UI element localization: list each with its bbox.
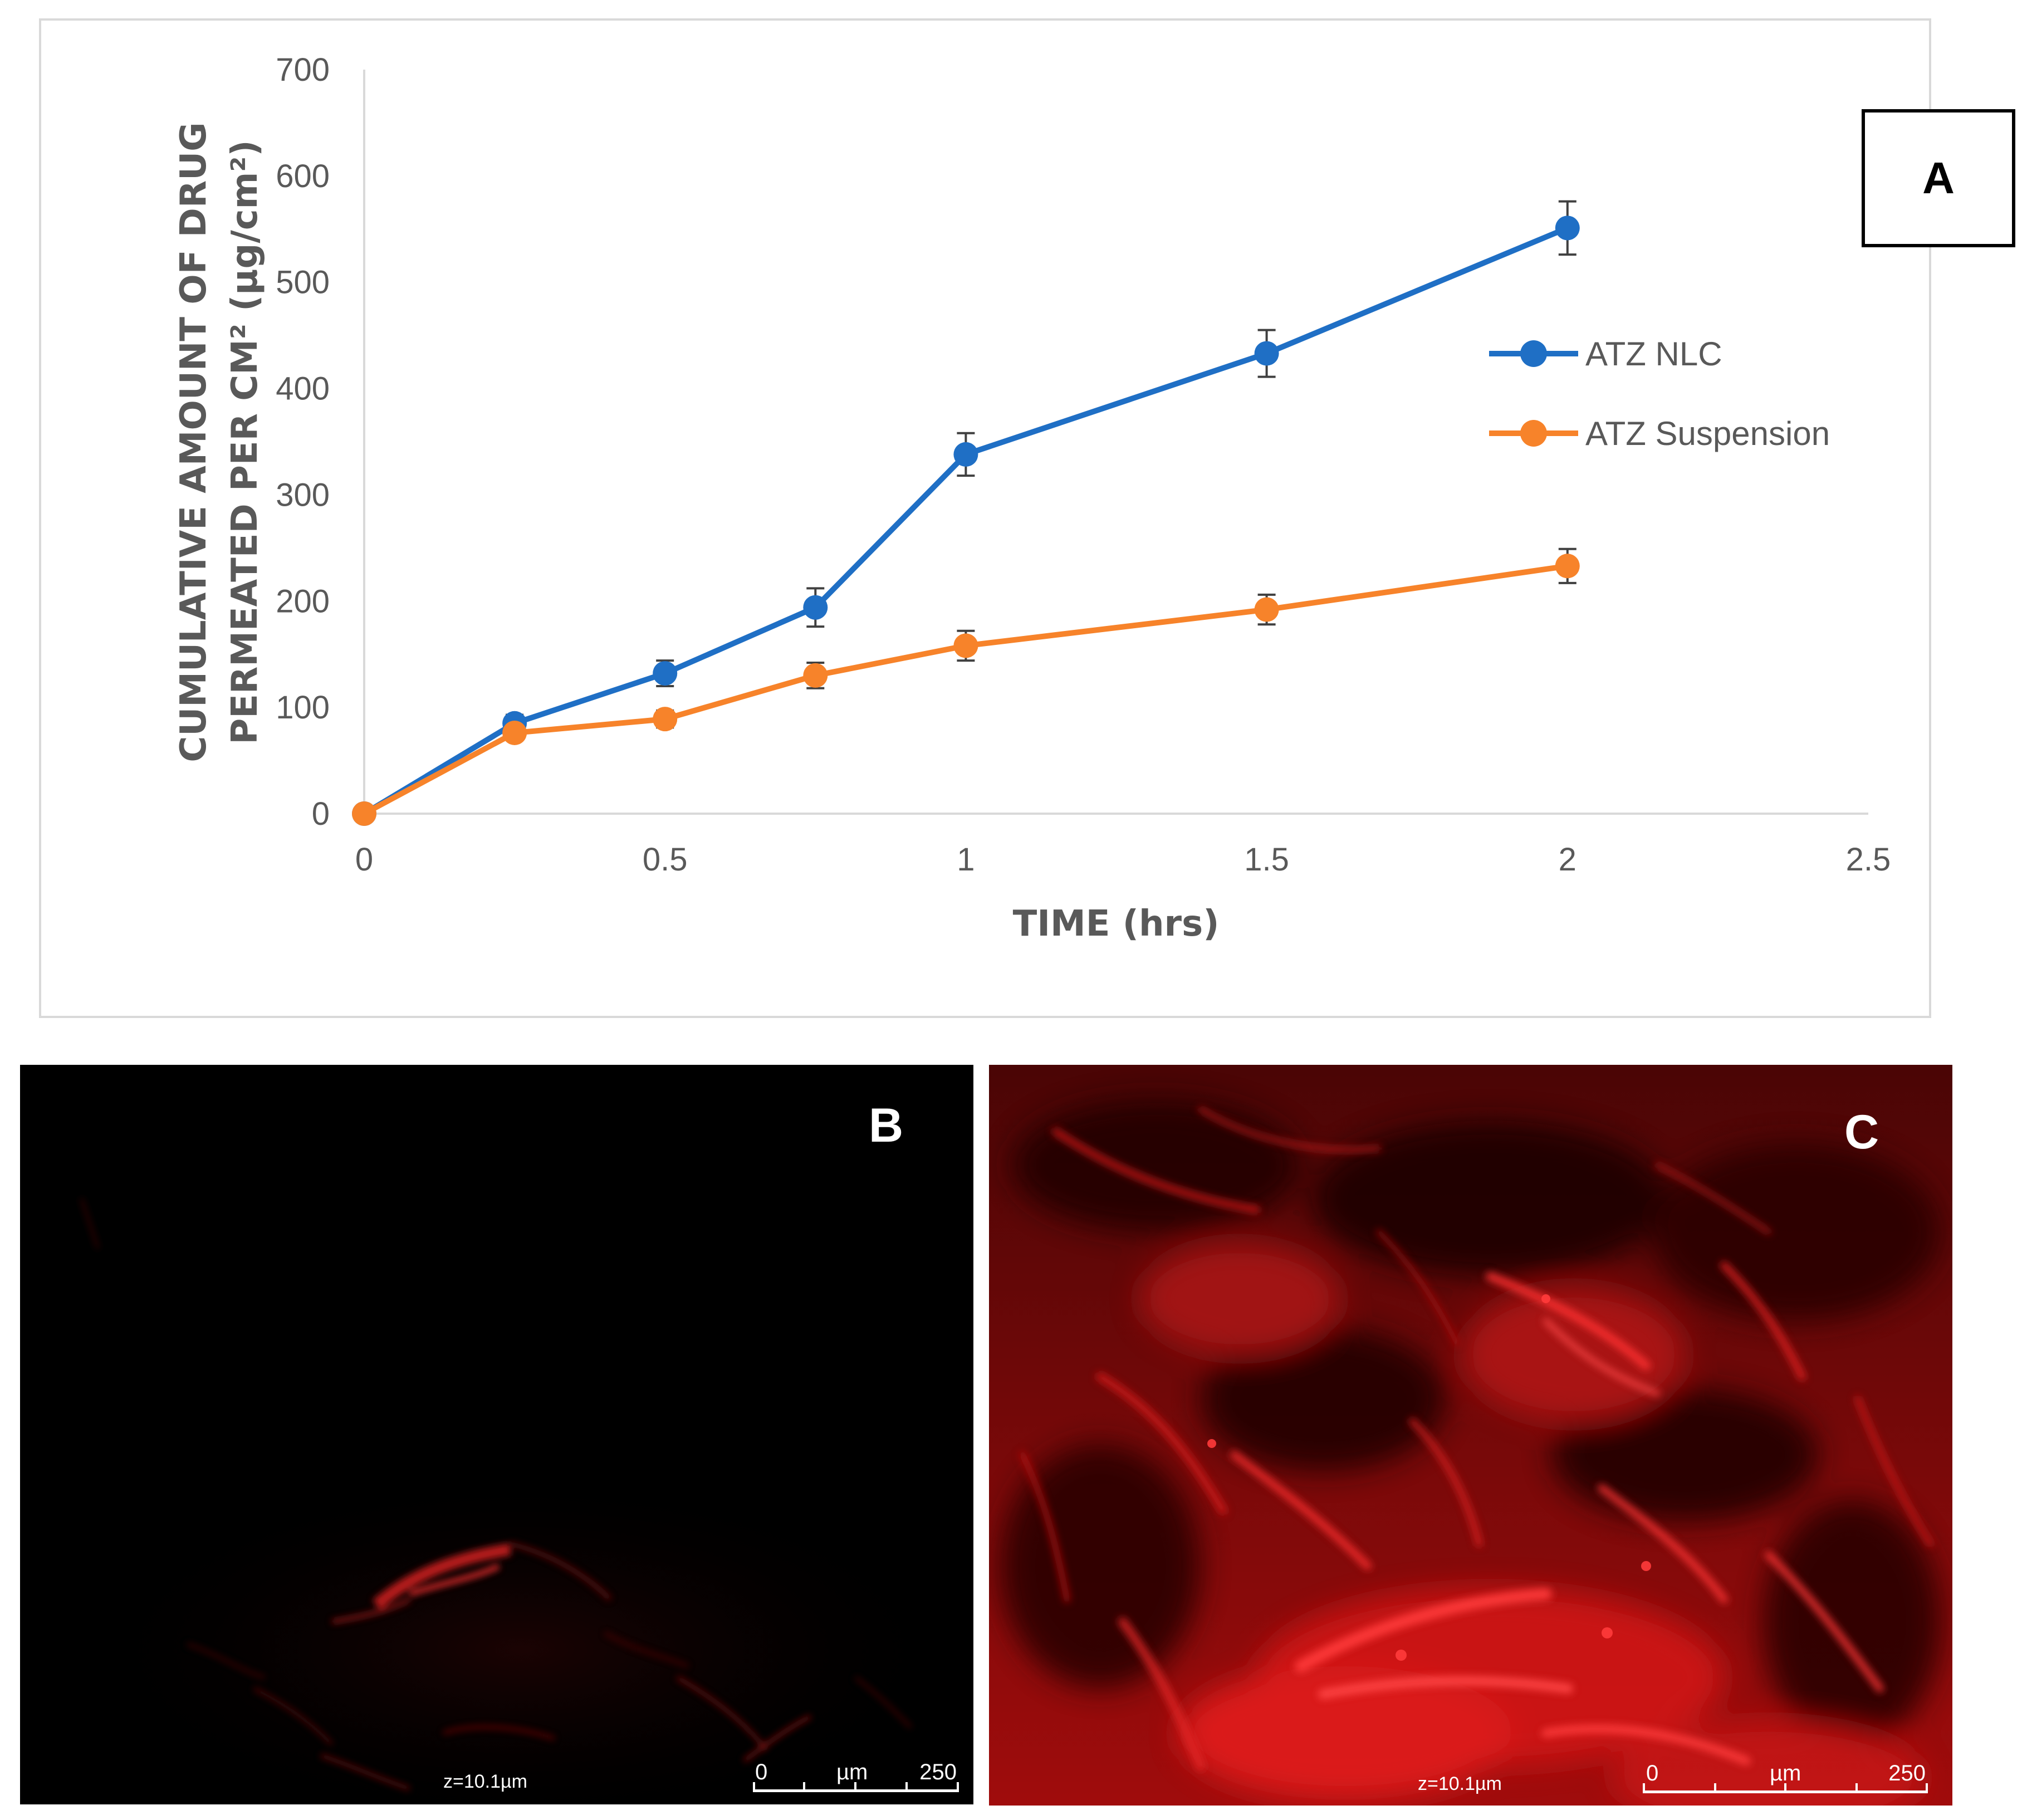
data-point bbox=[953, 633, 978, 658]
micrograph-c-scale-bar: 0 µm 250 bbox=[1643, 1761, 1928, 1798]
scale-bar-tick bbox=[957, 1782, 959, 1792]
x-tick-label: 2.5 bbox=[1846, 841, 1891, 878]
scale-bar-tick bbox=[1714, 1783, 1716, 1793]
y-tick-label: 200 bbox=[276, 583, 330, 619]
x-tick-label: 1 bbox=[957, 841, 975, 878]
scale-bar-tick bbox=[854, 1782, 856, 1792]
data-point bbox=[953, 442, 978, 467]
scale-bar-tick bbox=[1643, 1783, 1645, 1793]
x-tick-label: 0 bbox=[355, 841, 373, 878]
series-layer bbox=[352, 200, 1580, 826]
micrograph-b: B z=10.1µm 0 µm 250 bbox=[20, 1065, 973, 1804]
x-tick-label: 1.5 bbox=[1244, 841, 1289, 878]
scale-bar-tick bbox=[1926, 1783, 1928, 1793]
x-tick-label: 2 bbox=[1559, 841, 1576, 878]
y-tick-label: 400 bbox=[276, 371, 330, 407]
scale-bar-tick bbox=[1784, 1783, 1786, 1793]
data-point bbox=[1254, 597, 1279, 622]
micrograph-c-image bbox=[989, 1065, 1952, 1806]
micrograph-c-z-depth: z=10.1µm bbox=[1418, 1773, 1502, 1794]
scale-bar-start-label: 0 bbox=[755, 1760, 768, 1784]
scale-bar-end-label: 250 bbox=[1888, 1761, 1926, 1785]
scale-bar-tick bbox=[1855, 1783, 1858, 1793]
y-tick-label: 100 bbox=[276, 689, 330, 726]
y-axis-title: CUMULATIVE AMOUNT OF DRUG PERMEATED PER … bbox=[173, 122, 266, 762]
data-point bbox=[352, 801, 376, 826]
micrograph-b-z-depth: z=10.1µm bbox=[443, 1771, 527, 1792]
data-point bbox=[502, 720, 527, 745]
scale-bar-start-label: 0 bbox=[1646, 1761, 1659, 1785]
x-axis-title: TIME (hrs) bbox=[1013, 903, 1220, 945]
y-tick-label: 500 bbox=[276, 265, 330, 301]
micrograph-b-image bbox=[76, 1198, 967, 1804]
data-point bbox=[653, 661, 678, 686]
scale-bar-unit-label: µm bbox=[836, 1760, 868, 1784]
panel-label-a: A bbox=[1862, 109, 2015, 247]
data-point bbox=[1254, 341, 1279, 366]
legend-label-atz-suspension: ATZ Suspension bbox=[1585, 415, 1830, 452]
data-point bbox=[803, 663, 828, 688]
scale-bar-unit-label: µm bbox=[1770, 1761, 1801, 1785]
data-point bbox=[1555, 554, 1580, 579]
legend: ATZ NLC ATZ Suspension bbox=[1489, 335, 1830, 452]
legend-marker-atz-suspension bbox=[1520, 420, 1547, 447]
data-point bbox=[803, 595, 828, 620]
series-line-atz-suspension bbox=[363, 563, 1568, 816]
series-line-atz-nlc bbox=[363, 225, 1569, 816]
scale-bar-tick bbox=[803, 1782, 805, 1792]
y-tick-label: 700 bbox=[276, 52, 330, 88]
panel-label-c: C bbox=[1844, 1105, 1879, 1159]
data-point bbox=[653, 707, 678, 732]
legend-marker-atz-nlc bbox=[1520, 340, 1547, 367]
y-tick-label: 0 bbox=[312, 796, 330, 832]
y-tick-label: 300 bbox=[276, 477, 330, 513]
line-chart: 0 100 200 300 400 500 600 700 0 0.5 1 1.5 2 2.5 TIME… bbox=[173, 52, 1891, 945]
micrograph-c: C z=10.1µm 0 µm 250 bbox=[989, 1065, 1952, 1806]
micrograph-b-scale-bar: 0 µm 250 bbox=[753, 1760, 959, 1797]
legend-label-atz-nlc: ATZ NLC bbox=[1585, 335, 1722, 373]
series-atz-suspension bbox=[352, 547, 1580, 826]
x-tick-label: 0.5 bbox=[643, 841, 688, 878]
y-axis-title-line2: PERMEATED PER CM² (µg/cm²) bbox=[224, 140, 266, 744]
chart-panel: 0 100 200 300 400 500 600 700 0 0.5 1 1.5 2 2.5 TIME… bbox=[39, 18, 1931, 1018]
panel-label-b: B bbox=[869, 1099, 904, 1152]
scale-bar-end-label: 250 bbox=[919, 1760, 957, 1784]
scale-bar-tick bbox=[753, 1782, 755, 1792]
axes bbox=[363, 70, 1868, 815]
y-tick-label: 600 bbox=[276, 158, 330, 194]
y-axis-title-line1: CUMULATIVE AMOUNT OF DRUG bbox=[173, 122, 214, 762]
y-tick-labels: 0 100 200 300 400 500 600 700 bbox=[276, 52, 330, 832]
x-tick-labels: 0 0.5 1 1.5 2 2.5 bbox=[355, 841, 1891, 878]
scale-bar-tick bbox=[905, 1782, 908, 1792]
data-point bbox=[1555, 216, 1580, 241]
